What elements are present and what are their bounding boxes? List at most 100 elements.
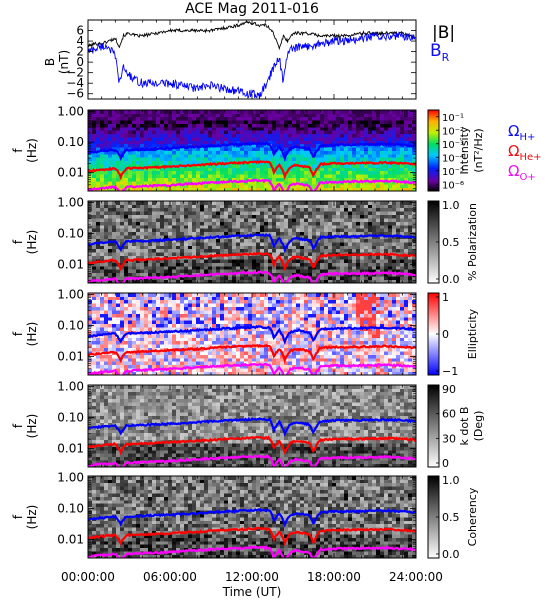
polarization-cell	[336, 265, 341, 270]
intensity-cell	[112, 137, 117, 141]
intensity-cell	[168, 143, 173, 148]
intensity-cell	[204, 110, 209, 114]
intensity-cell	[320, 177, 325, 182]
polarization-cell	[148, 235, 153, 239]
polarization-cell	[108, 248, 113, 253]
polarization-cell	[396, 245, 401, 250]
ellipticity-cell	[180, 334, 185, 338]
polarization-cell	[192, 252, 197, 257]
intensity-cell	[396, 123, 401, 128]
intensity-cell	[316, 153, 321, 158]
polarization-cell	[132, 242, 137, 246]
polarization-cell	[392, 269, 397, 274]
intensity-cell	[380, 143, 385, 148]
intensity-cell	[404, 177, 409, 182]
ellipticity-cell	[176, 340, 181, 345]
intensity-cell	[172, 177, 177, 182]
intensity-cell	[196, 184, 201, 189]
intensity-cell	[396, 164, 401, 168]
polarization-cell	[308, 204, 313, 209]
polarization-cell	[144, 214, 149, 219]
polarization-cell	[164, 235, 169, 239]
polarization-cell	[300, 269, 305, 274]
polarization-cell	[164, 211, 169, 216]
polarization-cell	[396, 207, 401, 212]
polarization-cell	[172, 231, 177, 236]
ellipticity-cell	[180, 303, 185, 308]
polarization-cell	[108, 269, 113, 274]
intensity-cell	[244, 150, 249, 155]
ellipticity-cell	[188, 344, 193, 349]
intensity-cell	[96, 130, 101, 135]
ellipticity-cell	[164, 310, 169, 314]
intensity-cell	[132, 180, 137, 185]
polarization-cell	[324, 238, 329, 243]
intensity-cell	[116, 164, 121, 168]
intensity-cell	[92, 180, 97, 185]
intensity-cell	[260, 174, 265, 178]
polarization-cell	[184, 265, 189, 270]
polarization-cell	[372, 238, 377, 243]
intensity-cell	[396, 126, 401, 131]
intensity-cell	[360, 167, 365, 172]
ellipticity-cell	[164, 320, 169, 325]
intensity-cell	[140, 123, 145, 128]
ellipticity-cell	[164, 293, 169, 297]
intensity-cell	[240, 126, 245, 131]
polarization-cell	[372, 207, 377, 212]
intensity-cell	[156, 143, 161, 148]
intensity-cell	[300, 143, 305, 148]
intensity-cell	[228, 137, 233, 141]
polarization-cell	[144, 231, 149, 236]
polarization-cell	[180, 265, 185, 270]
polarization-cell	[240, 242, 245, 246]
intensity-cell	[120, 164, 125, 168]
polarization-cell	[212, 224, 217, 229]
intensity-cell	[124, 143, 129, 148]
polarization-cell	[104, 245, 109, 250]
intensity-cell	[276, 137, 281, 141]
intensity-cell	[124, 170, 129, 175]
ellipticity-cell	[192, 303, 197, 308]
polarization-cell	[196, 272, 201, 277]
polarization-cell	[352, 262, 357, 267]
polarization-cell	[396, 276, 401, 280]
intensity-cell	[228, 130, 233, 135]
polarization-cell	[160, 218, 165, 222]
intensity-cell	[248, 126, 253, 131]
intensity-cell	[132, 133, 137, 138]
intensity-cell	[216, 110, 221, 114]
polarization-cell	[188, 279, 193, 284]
polarization-cell	[276, 201, 281, 205]
intensity-cell	[148, 160, 153, 165]
polarization-cell	[284, 231, 289, 236]
intensity-cell	[276, 133, 281, 138]
intensity-cell	[240, 137, 245, 141]
intensity-cell	[320, 184, 325, 189]
intensity-cell	[156, 167, 161, 172]
intensity-cell	[412, 187, 417, 192]
intensity-cell	[156, 133, 161, 138]
intensity-cell	[128, 123, 133, 128]
intensity-cell	[340, 130, 345, 135]
polarization-cell	[140, 221, 145, 226]
polarization-cell	[232, 224, 237, 229]
intensity-cell	[272, 116, 277, 121]
polarization-cell	[252, 259, 257, 263]
intensity-cell	[356, 110, 361, 114]
intensity-cell	[332, 170, 337, 175]
intensity-cell	[312, 180, 317, 185]
polarization-cell	[320, 265, 325, 270]
intensity-cell	[196, 123, 201, 128]
polarization-cell	[216, 238, 221, 243]
polarization-cell	[152, 279, 157, 284]
ellipticity-cell	[124, 334, 129, 338]
intensity-cell	[116, 160, 121, 165]
ellipticity-cell	[92, 344, 97, 349]
polarization-cell	[276, 262, 281, 267]
polarization-cell	[312, 255, 317, 260]
ellipticity-cell	[112, 293, 117, 297]
ellipticity-cell	[180, 323, 185, 328]
intensity-cell	[160, 153, 165, 158]
intensity-cell	[220, 130, 225, 135]
